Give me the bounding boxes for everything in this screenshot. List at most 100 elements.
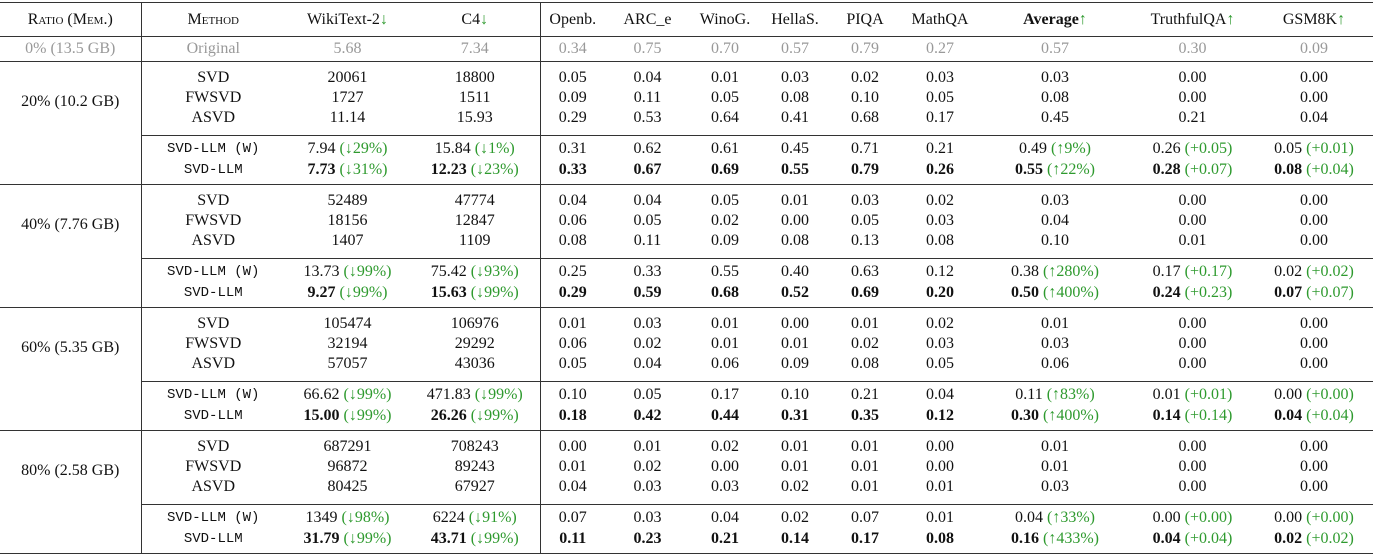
column-header: TruthfulQA↑	[1130, 2, 1255, 37]
value: 0.03	[1041, 478, 1069, 495]
value: 0.12	[926, 262, 954, 280]
value: 0.00	[1300, 69, 1328, 86]
value-cell: 0.00	[540, 431, 605, 458]
value-cell: 0.02	[605, 334, 690, 354]
method-cell: SVD	[141, 62, 285, 89]
value-cell: 0.55	[690, 258, 760, 282]
value: 0.30	[1011, 406, 1039, 424]
delta: (+0.02)	[1306, 262, 1354, 280]
ratio-spacer	[0, 504, 142, 554]
value: 0.05	[926, 89, 954, 106]
column-header: WikiText-2↓	[285, 2, 410, 37]
original-row: 0% (13.5 GB) Original 5.68 7.34 0.34 0.75 0.70…	[0, 36, 1373, 62]
method: SVD	[197, 69, 230, 86]
value: 0.00	[1178, 478, 1207, 495]
method-cell: FWSVD	[141, 334, 285, 354]
value-cell: 0.00	[900, 457, 980, 477]
value-cell: 0.52	[760, 282, 830, 308]
ratio-spacer	[0, 258, 142, 308]
value-cell: 0.55 (↑22%)	[980, 159, 1130, 185]
value: 0.01	[558, 315, 587, 332]
value-cell: 9.27 (↓99%)	[285, 282, 410, 308]
method-cell: SVD-LLM	[141, 282, 285, 308]
value-cell: 0.07	[540, 504, 605, 528]
value: 0.40	[781, 262, 809, 280]
value-cell: 11.14	[285, 108, 410, 136]
header-text: Method	[187, 10, 240, 28]
value: 0.09	[1300, 40, 1328, 57]
value: 1727	[331, 89, 364, 106]
method-cell: SVD-LLM	[141, 405, 285, 431]
value-cell: 1109	[410, 231, 541, 259]
value: 32194	[327, 335, 368, 352]
delta: (↑400%)	[1043, 283, 1099, 301]
value-cell: 0.00	[1255, 354, 1373, 382]
delta: (↑9%)	[1051, 139, 1091, 157]
value-cell: 0.02	[830, 62, 900, 89]
value-cell: 0.04	[690, 504, 760, 528]
value-cell: 0.55	[760, 159, 830, 185]
value-cell: 0.13	[830, 231, 900, 259]
method-cell: ASVD	[141, 477, 285, 505]
header-text: Average	[1023, 10, 1079, 28]
method: FWSVD	[185, 458, 242, 475]
value-cell: 0.30 (↑400%)	[980, 405, 1130, 431]
value-cell: 0.08	[830, 354, 900, 382]
value-cell: 67927	[410, 477, 541, 505]
value-cell: 66.62 (↓99%)	[285, 381, 410, 405]
value-cell: 15.93	[410, 108, 541, 136]
value: 0.21	[711, 529, 739, 547]
value: 0.07	[1274, 283, 1303, 301]
value-cell: 47774	[410, 184, 541, 211]
value: 0.02	[926, 192, 954, 209]
value: 0.13	[851, 232, 879, 249]
value-cell: 0.26	[900, 159, 980, 185]
value-cell: 0.05	[540, 354, 605, 382]
value-cell: 26.26 (↓99%)	[410, 405, 541, 431]
delta: (↓99%)	[474, 385, 523, 403]
value: 0.26	[926, 160, 954, 178]
method: SVD-LLM	[183, 531, 243, 547]
value-cell: 1349 (↓98%)	[285, 504, 410, 528]
value: 0.03	[926, 212, 954, 229]
ratio-cell: 60% (5.35 GB)	[0, 307, 142, 382]
delta: (↓99%)	[470, 406, 519, 424]
value-cell: 32194	[285, 334, 410, 354]
value: 1407	[331, 232, 364, 249]
value-cell: 0.00	[1130, 308, 1255, 335]
value-cell: 0.01	[760, 185, 830, 212]
value-cell: 0.70	[690, 36, 760, 62]
value-cell: 0.57	[980, 36, 1130, 62]
value: 15.93	[456, 109, 493, 126]
value: 0.02	[851, 335, 879, 352]
delta: (↓23%)	[470, 160, 519, 178]
value-cell: 0.00	[1130, 457, 1255, 477]
delta: (+0.14)	[1184, 406, 1233, 424]
value: 0.17	[1152, 262, 1181, 280]
value-cell: 5.68	[285, 36, 410, 62]
value: 0.05	[633, 385, 662, 403]
value-cell: 0.03	[980, 334, 1130, 354]
value-cell: 0.03	[900, 334, 980, 354]
value: 11.14	[329, 109, 366, 126]
value-cell: 687291	[285, 431, 410, 458]
value: 0.57	[781, 40, 809, 57]
value: 0.04	[1015, 508, 1043, 526]
value: 0.04	[1274, 406, 1303, 424]
method: FWSVD	[185, 89, 242, 106]
value-cell: 0.09	[690, 231, 760, 259]
value-cell: 0.04 (↑33%)	[980, 504, 1130, 528]
value-cell: 0.49 (↑9%)	[980, 135, 1130, 159]
value: 0.03	[926, 335, 954, 352]
value-cell: 0.08 (+0.04)	[1255, 159, 1373, 185]
value: 0.02	[1274, 262, 1303, 280]
value-cell: 0.00	[1255, 88, 1373, 108]
value: 0.01	[851, 315, 879, 332]
value-cell: 0.00	[1130, 431, 1255, 458]
value: 0.05	[926, 355, 954, 372]
column-header: Average↑	[980, 2, 1130, 37]
delta: (↓91%)	[468, 508, 517, 526]
value: 0.05	[558, 355, 587, 372]
value: 18800	[454, 69, 495, 86]
